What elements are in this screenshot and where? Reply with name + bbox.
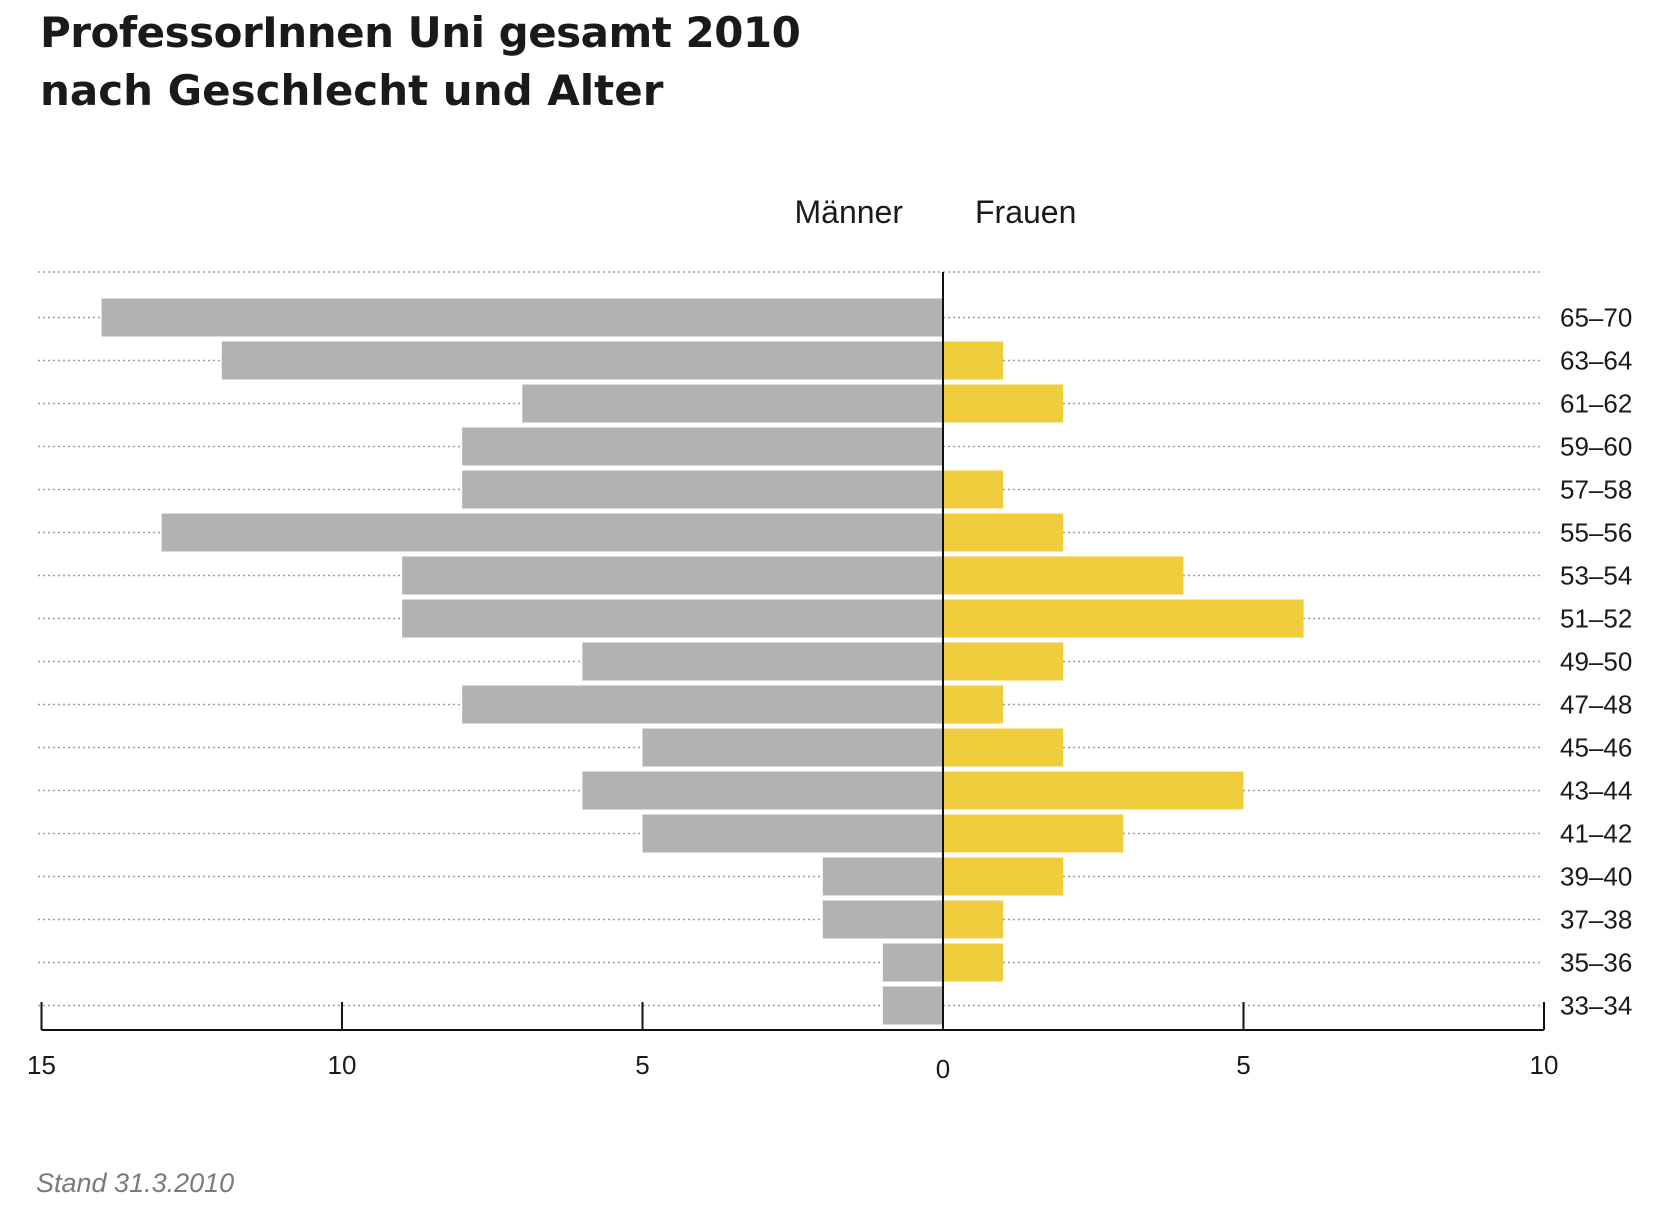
bar-men [882, 943, 943, 982]
category-label: 59–60 [1560, 432, 1632, 462]
bar-men [161, 513, 943, 552]
category-label: 63–64 [1560, 346, 1632, 376]
bar-women [943, 341, 1004, 380]
x-tick-label-zero: 0 [936, 1054, 950, 1084]
bar-men [402, 556, 944, 595]
bar-men [522, 384, 943, 423]
bar-women [943, 814, 1124, 853]
bar-women [943, 685, 1004, 724]
legend-label-men: Männer [795, 194, 904, 230]
category-label: 49–50 [1560, 647, 1632, 677]
x-tick-label: 15 [27, 1050, 56, 1080]
bar-women [943, 943, 1004, 982]
bar-men [822, 857, 943, 896]
legend-label-women: Frauen [975, 194, 1076, 230]
bar-men [582, 642, 943, 681]
x-tick-label: 10 [1530, 1050, 1559, 1080]
x-tick-label: 10 [328, 1050, 357, 1080]
category-label: 37–38 [1560, 905, 1632, 935]
bar-women [943, 470, 1004, 509]
category-label: 43–44 [1560, 776, 1632, 806]
x-tick-label: 5 [1236, 1050, 1250, 1080]
bar-men [462, 427, 943, 466]
bar-women [943, 384, 1064, 423]
bar-men [101, 298, 944, 337]
category-label: 33–34 [1560, 991, 1632, 1021]
chart-subtitle: nach Geschlecht und Alter [40, 66, 664, 115]
bar-women [943, 728, 1064, 767]
category-label: 35–36 [1560, 948, 1632, 978]
bar-men [221, 341, 944, 380]
bar-men [882, 986, 943, 1025]
category-label: 61–62 [1560, 389, 1632, 419]
category-label: 65–70 [1560, 303, 1632, 333]
bar-men [642, 728, 943, 767]
bar-men [822, 900, 943, 939]
category-label: 39–40 [1560, 862, 1632, 892]
bar-women [943, 513, 1064, 552]
x-tick-label: 5 [635, 1050, 649, 1080]
category-label: 53–54 [1560, 561, 1632, 591]
bar-women [943, 857, 1064, 896]
category-label: 55–56 [1560, 518, 1632, 548]
chart-title: ProfessorInnen Uni gesamt 2010 [40, 8, 801, 57]
category-label: 51–52 [1560, 604, 1632, 634]
category-label: 47–48 [1560, 690, 1632, 720]
bar-women [943, 771, 1244, 810]
category-label: 45–46 [1560, 733, 1632, 763]
category-label: 57–58 [1560, 475, 1632, 505]
bar-women [943, 642, 1064, 681]
bar-men [582, 771, 943, 810]
bar-men [462, 470, 943, 509]
footnote-date: Stand 31.3.2010 [36, 1168, 235, 1198]
bar-women [943, 556, 1184, 595]
bar-women [943, 900, 1004, 939]
bar-women [943, 599, 1304, 638]
bar-men [462, 685, 943, 724]
bar-men [402, 599, 944, 638]
bar-men [642, 814, 943, 853]
category-label: 41–42 [1560, 819, 1632, 849]
